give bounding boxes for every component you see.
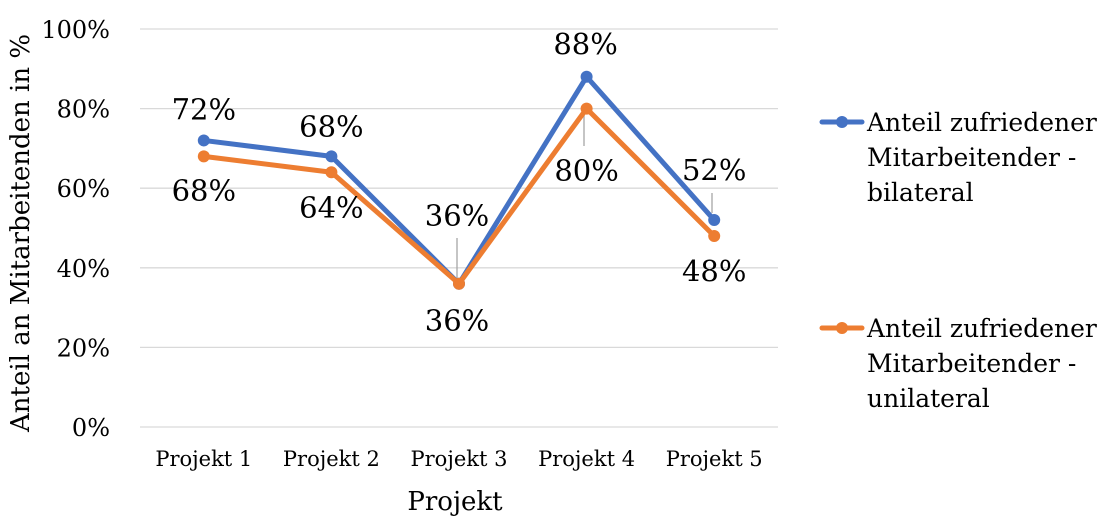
- x-tick-label: Projekt 3: [411, 447, 508, 471]
- data-label: 36%: [425, 304, 489, 338]
- legend-label: Mitarbeitender -: [867, 143, 1076, 172]
- legend: Anteil zufriedener Mitarbeitender - bilate…: [819, 108, 1097, 413]
- y-axis-title: Anteil an Mitarbeitenden in %: [6, 34, 36, 433]
- data-point: [708, 229, 721, 242]
- series-unilateral: [197, 102, 721, 290]
- x-tick-label: Projekt 4: [538, 447, 635, 471]
- data-point: [325, 150, 338, 163]
- data-point: [197, 134, 210, 147]
- series-bilateral: [197, 70, 721, 290]
- y-tick-label: 100%: [41, 16, 110, 44]
- y-tick-label: 40%: [57, 255, 110, 283]
- data-point: [580, 70, 593, 83]
- x-tick-label: Projekt 5: [666, 447, 763, 471]
- y-axis-ticks: 0% 20% 40% 60% 80% 100%: [41, 16, 110, 442]
- data-labels: 72% 68% 36% 88% 52% 68% 64% 36% 80% 48%: [172, 27, 747, 338]
- data-label: 64%: [299, 190, 363, 224]
- legend-label: Anteil zufriedener: [866, 108, 1097, 137]
- y-tick-label: 60%: [57, 175, 110, 203]
- y-tick-label: 0%: [72, 414, 110, 442]
- y-tick-label: 80%: [57, 96, 110, 124]
- legend-swatch-marker: [836, 116, 848, 128]
- data-point: [453, 277, 465, 290]
- legend-swatch-marker: [836, 322, 848, 334]
- series-line: [201, 74, 717, 287]
- data-label: 72%: [172, 92, 236, 126]
- label-leader-lines: [456, 112, 713, 281]
- x-tick-label: Projekt 1: [155, 447, 252, 471]
- data-label: 68%: [172, 173, 236, 207]
- gridlines: [140, 28, 778, 428]
- legend-label: bilateral: [867, 178, 974, 207]
- data-label: 48%: [682, 254, 746, 288]
- series: [197, 70, 721, 290]
- data-point: [708, 214, 721, 227]
- data-label: 80%: [554, 154, 618, 188]
- y-tick-label: 20%: [57, 334, 110, 362]
- legend-label: unilateral: [867, 384, 990, 413]
- data-label: 68%: [299, 109, 363, 143]
- legend-item: Anteil zufriedener Mitarbeitender - unilat…: [819, 314, 1097, 413]
- legend-item: Anteil zufriedener Mitarbeitender - bilate…: [819, 108, 1097, 207]
- x-axis-ticks: Projekt 1 Projekt 2 Projekt 3 Projekt 4 Proj…: [155, 447, 762, 471]
- legend-label: Mitarbeitender -: [867, 349, 1076, 378]
- data-point: [580, 102, 593, 115]
- x-axis-title: Projekt: [407, 487, 503, 517]
- data-label: 36%: [425, 199, 489, 233]
- data-label: 88%: [553, 27, 617, 61]
- data-point: [325, 166, 338, 179]
- x-tick-label: Projekt 2: [283, 447, 380, 471]
- data-point: [197, 150, 210, 163]
- legend-label: Anteil zufriedener: [866, 314, 1097, 343]
- data-label: 52%: [682, 153, 746, 187]
